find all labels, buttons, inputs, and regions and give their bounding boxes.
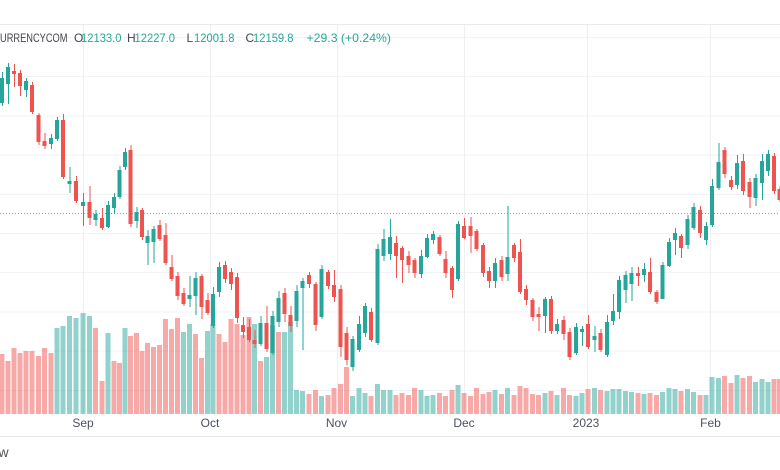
svg-text:URRENCYCOM: URRENCYCOM: [0, 31, 68, 45]
svg-text:2023: 2023: [573, 416, 600, 430]
svg-text:H: H: [127, 31, 136, 45]
svg-text:Oct: Oct: [201, 416, 220, 430]
svg-text:12001.8: 12001.8: [194, 31, 235, 45]
svg-text:w: w: [0, 444, 10, 460]
svg-text:Sep: Sep: [72, 416, 94, 430]
svg-text:12133.0: 12133.0: [81, 31, 122, 45]
svg-text:12159.8: 12159.8: [253, 31, 294, 45]
svg-text:Nov: Nov: [326, 416, 347, 430]
svg-text:C: C: [246, 31, 255, 45]
svg-text:L: L: [187, 31, 194, 45]
svg-text:+29.3 (+0.24%): +29.3 (+0.24%): [307, 31, 392, 45]
svg-text:Dec: Dec: [453, 416, 474, 430]
svg-text:12227.0: 12227.0: [135, 31, 176, 45]
svg-text:O: O: [74, 31, 83, 45]
svg-text:Feb: Feb: [700, 416, 721, 430]
